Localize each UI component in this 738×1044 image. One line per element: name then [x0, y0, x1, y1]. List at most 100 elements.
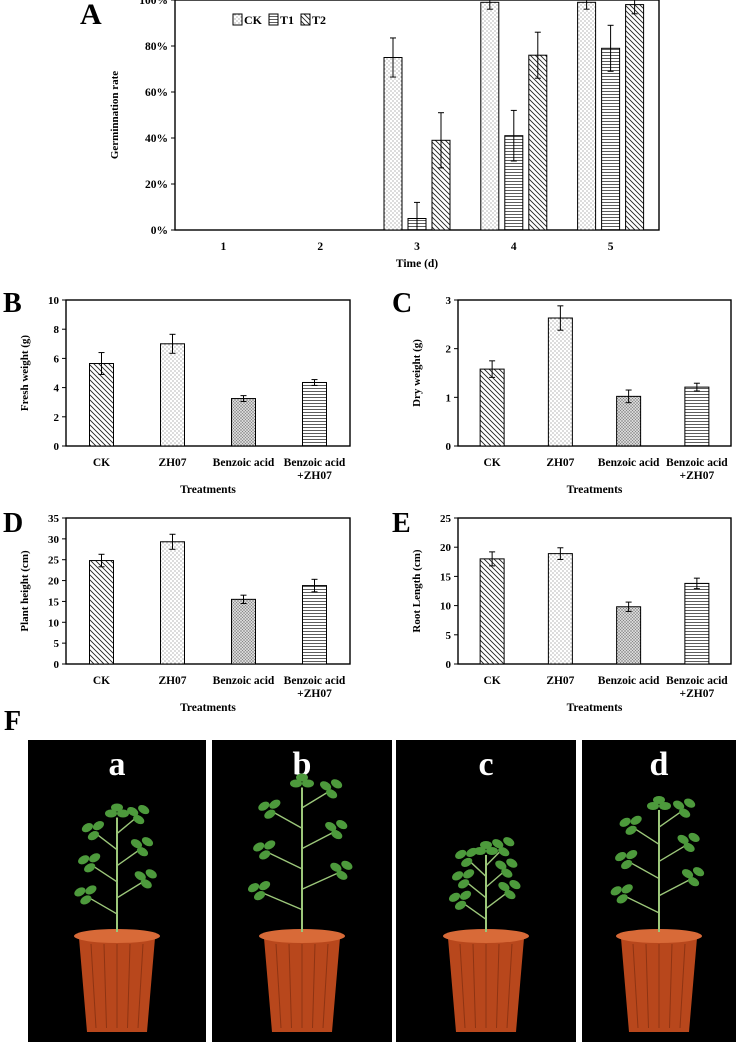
y-tick-label: 15	[48, 596, 60, 608]
y-tick-label: 20	[48, 576, 60, 588]
plant-leaf	[134, 871, 146, 881]
panel-letter-A: A	[80, 0, 102, 31]
plant-leaf	[683, 842, 695, 853]
plant-leaf	[509, 879, 521, 890]
y-tick-label: 10	[440, 601, 452, 613]
pot-rim	[259, 929, 345, 943]
bar-t2	[528, 54, 548, 231]
y-tick-label: 15	[440, 571, 452, 583]
plant-leaf	[626, 849, 638, 860]
y-tick-label: 0	[446, 659, 452, 671]
plant-leaf	[504, 889, 516, 900]
plant-leaf	[621, 884, 633, 894]
plant-leaf	[331, 829, 343, 840]
pot-rib	[288, 943, 292, 1029]
plant-leaf	[692, 867, 705, 877]
plant-leaf	[138, 804, 150, 815]
pot-rib	[275, 943, 282, 1029]
plant-leaf	[84, 863, 96, 873]
plant-leaf	[296, 773, 308, 782]
plant-branch	[301, 870, 343, 890]
plant-leaf	[74, 887, 86, 897]
x-tick-label: CK	[93, 457, 110, 469]
x-tick-label: Benzoic acid	[213, 675, 275, 687]
plant-leaf	[461, 857, 473, 868]
plant-leaf	[117, 809, 129, 818]
plant-leaf	[681, 869, 694, 879]
plant-leaf	[463, 869, 475, 879]
pot-rib	[137, 943, 144, 1029]
x-axis-label: Treatments	[180, 702, 236, 714]
plant-leaf	[259, 881, 271, 891]
x-tick-label: ZH07	[158, 457, 186, 469]
y-axis-label: Dry weight (g)	[411, 339, 423, 407]
x-axis-label: Treatments	[567, 702, 623, 714]
plant-leaf	[326, 789, 338, 799]
y-axis-label: Fresh weight (g)	[19, 335, 31, 412]
x-tick-label: Benzoic acid	[598, 457, 660, 469]
plant-leaf	[320, 781, 332, 791]
x-tick-label-line: +ZH07	[680, 470, 715, 482]
y-tick-label: 2	[54, 412, 60, 424]
x-tick-label: Benzoic acid +ZH07	[666, 675, 728, 700]
x-tick-label: 3	[414, 241, 420, 253]
pot-rib	[669, 943, 673, 1029]
x-tick-label: CK	[484, 457, 501, 469]
plant-leaf	[130, 839, 143, 849]
plot-frame	[457, 299, 732, 447]
pot-rim	[74, 929, 160, 943]
plant-leaf	[331, 779, 343, 789]
photo-label: c	[478, 746, 494, 783]
plant-leaf	[81, 823, 93, 833]
figure-canvas: A 0% 20% 40% 60% 80% 100% Germinnation rate Time…	[3, 0, 732, 714]
plot-frame	[65, 299, 351, 447]
photo-b: b	[212, 740, 392, 1042]
plant-leaf	[85, 885, 97, 895]
y-tick-label: 100%	[139, 0, 168, 7]
pot-rib	[645, 943, 649, 1029]
plant-leaf	[630, 815, 642, 825]
y-tick-label: 10	[48, 295, 60, 307]
pot-rib	[496, 943, 500, 1029]
x-tick-label: CK	[484, 675, 501, 687]
bar	[547, 317, 573, 447]
plant-leaf	[254, 891, 266, 901]
plot-frame	[457, 517, 732, 665]
plant-leaf	[264, 809, 276, 819]
x-tick-label: Benzoic acid +ZH07	[284, 457, 346, 482]
plant-leaf	[336, 870, 348, 880]
bar-ck	[480, 1, 500, 231]
pot-rib	[127, 943, 131, 1029]
x-tick-label-line: +ZH07	[297, 470, 332, 482]
plant-leaf	[625, 825, 637, 835]
bar	[479, 368, 505, 447]
plant-leaf	[492, 839, 504, 849]
bar-t2	[625, 4, 645, 231]
plant-branch	[301, 829, 338, 850]
plant-leaf	[80, 895, 92, 905]
panel-letter-B: B	[3, 288, 22, 319]
plant-leaf	[474, 847, 486, 855]
y-tick-label: 30	[48, 534, 60, 546]
y-tick-label: 0	[54, 659, 60, 671]
bar	[231, 398, 256, 447]
y-tick-label: 10	[48, 617, 60, 629]
plot-frame	[65, 517, 351, 665]
plant-leaf	[503, 837, 515, 847]
pot-rim	[616, 929, 702, 943]
plant-leaf	[455, 849, 467, 860]
y-tick-label: 0	[54, 441, 60, 453]
x-tick-label: ZH07	[158, 675, 186, 687]
plant-leaf	[258, 801, 270, 811]
x-tick-label: 5	[608, 241, 614, 253]
pot-rib	[459, 943, 466, 1029]
y-axis-label: Plant height (cm)	[19, 550, 31, 632]
bar	[231, 598, 256, 665]
plant-leaf	[141, 837, 154, 847]
pot-rib	[506, 943, 513, 1029]
x-tick-label-line: +ZH07	[680, 688, 715, 700]
y-tick-label: 6	[54, 353, 60, 365]
x-tick-label: Benzoic acid +ZH07	[666, 457, 728, 482]
y-axis-label: Germinnation rate	[109, 71, 121, 159]
pot-rib	[103, 943, 107, 1029]
